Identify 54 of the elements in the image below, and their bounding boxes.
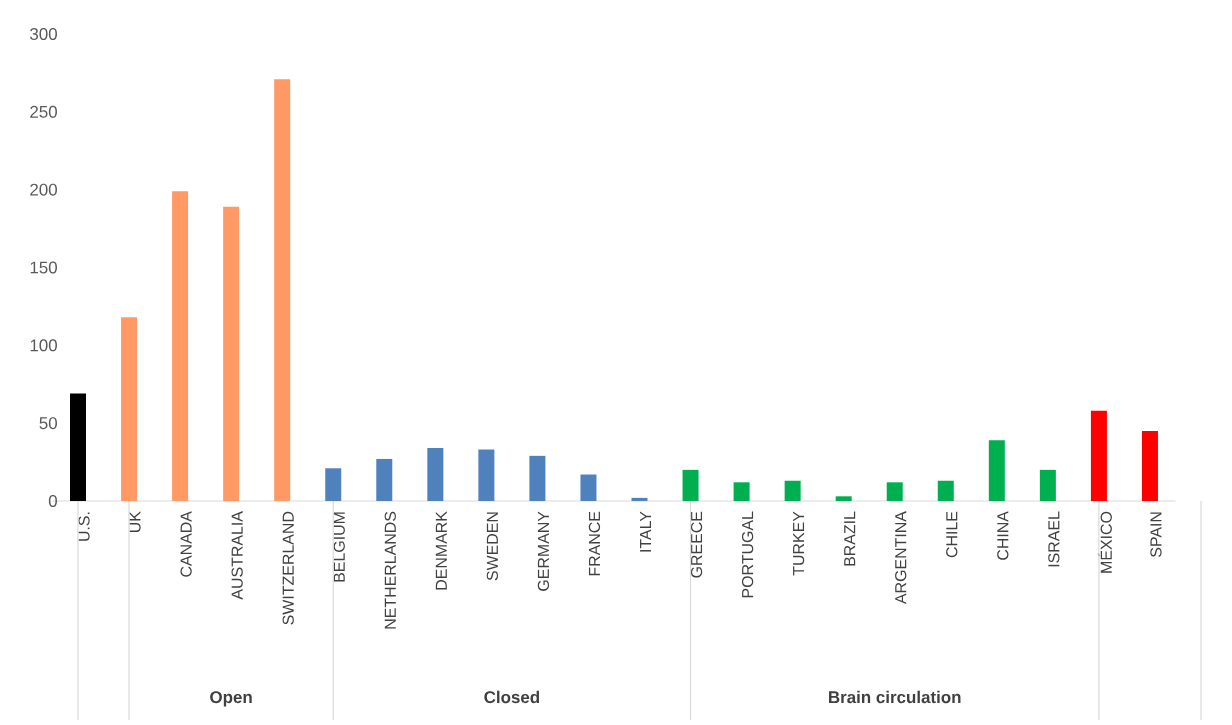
x-tick-label: ITALY — [640, 511, 651, 552]
x-tick-label: BRAZIL — [844, 511, 856, 566]
x-tick-label: ARGENTINA — [895, 511, 907, 605]
x-tick-label: NETHERLANDS — [384, 511, 396, 629]
bar — [223, 206, 240, 501]
y-tick-label: 300 — [30, 27, 57, 40]
y-tick-label: 200 — [30, 183, 57, 196]
bar — [580, 474, 597, 501]
bar — [937, 480, 954, 501]
bar — [70, 393, 87, 501]
x-tick-label: U.S. — [78, 512, 90, 541]
bar — [988, 440, 1005, 501]
bar — [886, 482, 903, 501]
y-tick-label: 250 — [30, 105, 57, 118]
bar — [1039, 469, 1056, 501]
y-tick-label: 100 — [30, 339, 57, 352]
x-tick-label: SWITZERLAND — [282, 511, 294, 625]
bar — [325, 468, 342, 501]
bar — [478, 449, 495, 501]
x-tick-label: GREECE — [690, 511, 703, 578]
x-tick-label: ISRAEL — [1048, 511, 1060, 567]
bar — [631, 497, 648, 501]
x-tick-label: BELGIUM — [333, 512, 345, 582]
x-tick-label: MÉXICO — [1097, 511, 1112, 573]
y-tick-label: 150 — [30, 261, 57, 274]
bar — [784, 480, 801, 501]
x-tick-label: CANADA — [180, 511, 192, 577]
x-tick-label: DENMARK — [435, 511, 447, 590]
bar — [376, 458, 393, 501]
x-tick-label: TURKEY — [793, 511, 805, 576]
x-tick-label: FRANCE — [588, 511, 601, 576]
y-tick-label: 50 — [39, 417, 57, 430]
bar — [121, 317, 138, 501]
bar — [172, 191, 189, 501]
bar — [835, 496, 852, 501]
bar — [1090, 410, 1107, 501]
text: Closed — [484, 690, 540, 704]
bar — [733, 482, 750, 501]
text: Open — [210, 691, 252, 707]
x-tick-label: AUSTRALIA — [231, 511, 243, 600]
bar — [427, 448, 444, 501]
x-tick-label: UK — [129, 511, 141, 532]
bar — [529, 455, 546, 501]
x-tick-label: SPAIN — [1150, 512, 1162, 558]
bar — [274, 79, 291, 501]
bar — [682, 469, 699, 501]
x-tick-label: GERMANY — [537, 511, 550, 591]
x-tick-label: CHINA — [997, 511, 1009, 560]
x-tick-label: PORTUGAL — [741, 511, 754, 598]
x-tick-label: SWEDEN — [486, 512, 499, 581]
text: Brain circulation — [829, 690, 961, 704]
x-tick-label: CHILE — [946, 511, 958, 558]
bar — [1141, 430, 1158, 501]
y-tick-label: 0 — [48, 494, 57, 507]
